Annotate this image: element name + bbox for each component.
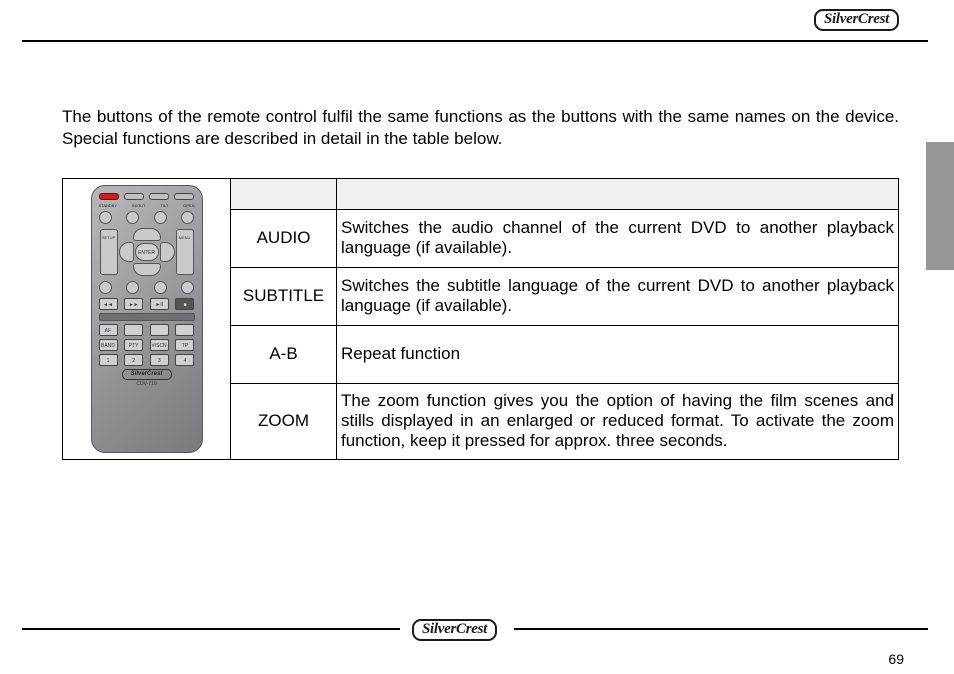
sq-button-icon xyxy=(124,324,143,336)
table-header-cell xyxy=(231,178,337,209)
brand-logo: SilverCrest xyxy=(814,9,899,31)
intro-text: The buttons of the remote control fulfil… xyxy=(62,106,899,150)
description-cell: The zoom function gives you the option o… xyxy=(337,383,899,459)
brand-logo-top: SilverCrest xyxy=(814,8,899,31)
table-header-cell xyxy=(337,178,899,209)
page-number: 69 xyxy=(888,651,904,667)
pill-button-icon xyxy=(174,193,194,200)
button-name-cell: A-B xyxy=(231,325,337,383)
dpad-icon: SETUP MENU ENTER xyxy=(110,228,184,276)
page-footer: SilverCrest xyxy=(22,614,928,644)
footer-rule-right xyxy=(514,628,928,630)
sq-button-icon: #/SCN xyxy=(150,339,169,351)
round-button-icon xyxy=(154,281,167,294)
description-cell: Switches the subtitle language of the cu… xyxy=(337,267,899,325)
round-button-icon xyxy=(181,211,194,224)
enter-button-icon: ENTER xyxy=(135,243,159,261)
sq-button-icon: AF xyxy=(99,324,118,336)
remote-brand-icon: SilverCrest xyxy=(122,369,172,380)
remote-model: CDV-710 xyxy=(99,381,195,387)
description-cell: Switches the audio channel of the curren… xyxy=(337,209,899,267)
sq-button-icon xyxy=(150,324,169,336)
sq-button-icon xyxy=(175,324,194,336)
sq-button-icon: 2 xyxy=(124,354,143,366)
brand-logo-bottom: SilverCrest xyxy=(412,618,497,641)
remote-control-icon: STANDBYIN/OUTTILTOPEN SETUP MENU xyxy=(91,185,203,453)
button-name-cell: SUBTITLE xyxy=(231,267,337,325)
side-tab xyxy=(926,142,954,270)
round-button-icon xyxy=(99,281,112,294)
sq-button-icon: ◄◄ xyxy=(99,298,118,310)
page-header: SilverCrest xyxy=(0,0,954,42)
bar-icon xyxy=(99,313,195,321)
functions-table: STANDBYIN/OUTTILTOPEN SETUP MENU xyxy=(62,178,899,460)
sq-button-icon: PTY xyxy=(124,339,143,351)
sq-button-icon: 1 xyxy=(99,354,118,366)
pill-button-icon xyxy=(149,193,169,200)
sq-button-icon: ►II xyxy=(150,298,169,310)
brand-logo: SilverCrest xyxy=(412,619,497,641)
round-button-icon xyxy=(126,211,139,224)
standby-button-icon xyxy=(99,193,119,200)
sq-button-icon: 4 xyxy=(175,354,194,366)
table-header-row: STANDBYIN/OUTTILTOPEN SETUP MENU xyxy=(63,178,899,209)
round-button-icon xyxy=(154,211,167,224)
footer-rule-left xyxy=(22,628,400,630)
sq-button-icon: ►► xyxy=(124,298,143,310)
round-button-icon xyxy=(99,211,112,224)
round-button-icon xyxy=(126,281,139,294)
pill-button-icon xyxy=(124,193,144,200)
button-name-cell: AUDIO xyxy=(231,209,337,267)
round-button-icon xyxy=(181,281,194,294)
sq-button-icon: ■ xyxy=(175,298,194,310)
sq-button-icon: 3 xyxy=(150,354,169,366)
sq-button-icon: BAND xyxy=(99,339,118,351)
description-cell: Repeat function xyxy=(337,325,899,383)
remote-image-cell: STANDBYIN/OUTTILTOPEN SETUP MENU xyxy=(63,178,231,459)
content-area: The buttons of the remote control fulfil… xyxy=(62,106,899,460)
header-rule xyxy=(22,40,928,42)
sq-button-icon: TP xyxy=(175,339,194,351)
manual-page: SilverCrest The buttons of the remote co… xyxy=(0,0,954,674)
button-name-cell: ZOOM xyxy=(231,383,337,459)
